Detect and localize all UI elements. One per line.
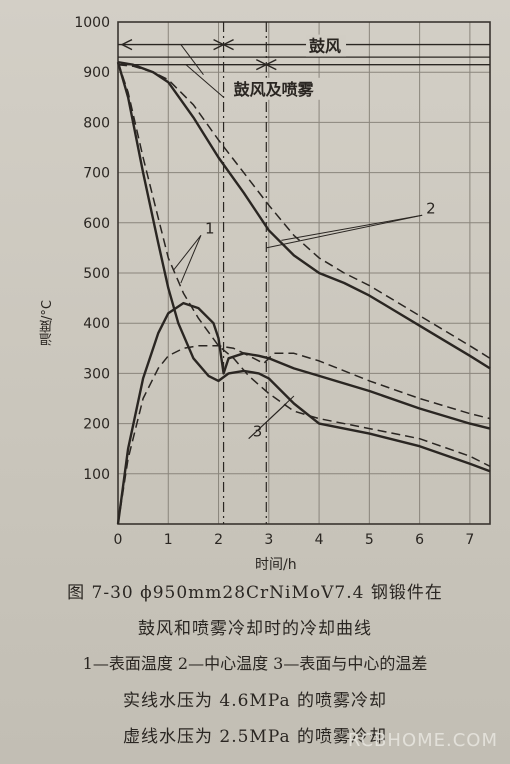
- phase-leader-line: [185, 64, 224, 98]
- x-tick-label: 6: [415, 532, 424, 548]
- series-2-dashed-line: [117, 63, 491, 359]
- x-tick-label: 2: [214, 532, 223, 548]
- curve-label-1: 1: [205, 219, 215, 237]
- x-tick-label: 1: [164, 532, 173, 548]
- curve-label-1-leader: [172, 235, 202, 271]
- phase-label-blow-spray: 鼓风及喷雾: [234, 80, 315, 99]
- cooling-curve-chart: 100 200 300 400 500 600 700 800 900 1000 0 1 2 3 4 5 6 7…: [74, 15, 491, 548]
- y-ticks: 100 200 300 400 500 600 700 800 900 1000: [74, 15, 110, 483]
- phase-label-blow-spray-bg: [230, 77, 322, 100]
- figure-caption-subtitle: 鼓风和喷雾冷却时的冷却曲线: [138, 619, 372, 639]
- y-tick-label: 400: [83, 316, 110, 332]
- curve-label-2: 2: [426, 199, 436, 217]
- x-ticks: 0 1 2 3 4 5 6 7: [114, 532, 475, 548]
- y-tick-label: 1000: [74, 15, 110, 31]
- x-tick-label: 4: [315, 532, 324, 548]
- series-3-solid-line: [116, 301, 491, 525]
- arrow-left-icon: [222, 38, 234, 51]
- x-axis-label: 时间/h: [255, 557, 297, 573]
- y-tick-label: 600: [83, 216, 110, 232]
- note-dashed-line: 虚线水压为 2.5MPa 的喷雾冷却: [122, 727, 388, 747]
- x-tick-label: 3: [264, 532, 273, 548]
- plot-border: [117, 21, 491, 525]
- note-solid-line: 实线水压为 4.6MPa 的喷雾冷却: [122, 691, 388, 711]
- y-tick-label: 500: [83, 266, 110, 282]
- y-tick-label: 800: [83, 115, 110, 131]
- y-tick-label: 100: [83, 467, 110, 483]
- curve-label-2-leader: [266, 214, 423, 249]
- curves: [116, 61, 491, 525]
- plot-frame: [117, 21, 491, 525]
- legend-line: 1—表面温度 2—中心温度 3—表面与中心的温差: [82, 654, 428, 673]
- series-2-solid-line: [117, 61, 491, 370]
- y-tick-label: 700: [83, 166, 110, 182]
- phase-label-blow-bg: [306, 34, 347, 57]
- grid: [118, 21, 490, 524]
- y-axis-label: 温度/°C: [40, 300, 55, 346]
- series-3-dashed-line: [117, 345, 491, 525]
- arrow-left-icon: [120, 38, 133, 51]
- curve-label-3-leader: [248, 395, 295, 440]
- arrow-left-icon: [264, 59, 277, 71]
- series-1-solid-line: [116, 61, 491, 473]
- y-tick-label: 900: [83, 65, 110, 81]
- x-tick-label: 0: [114, 532, 123, 548]
- curve-label-2-leader: [281, 214, 423, 241]
- x-tick-label: 7: [465, 532, 474, 548]
- y-tick-label: 200: [83, 417, 110, 433]
- figure-caption-title: 图 7-30 ϕ950mm28CrNiMoV7.4 钢锻件在: [67, 583, 443, 603]
- series-1-dashed-line: [117, 61, 491, 467]
- x-tick-label: 5: [365, 532, 374, 548]
- curve-label-3: 3: [253, 423, 263, 441]
- y-tick-label: 300: [83, 366, 110, 382]
- phase-leader-line: [180, 44, 204, 76]
- phase-label-blow: 鼓风: [309, 37, 341, 56]
- curve-label-1-leader: [180, 235, 202, 284]
- watermark: RCBHOME.COM: [347, 730, 498, 751]
